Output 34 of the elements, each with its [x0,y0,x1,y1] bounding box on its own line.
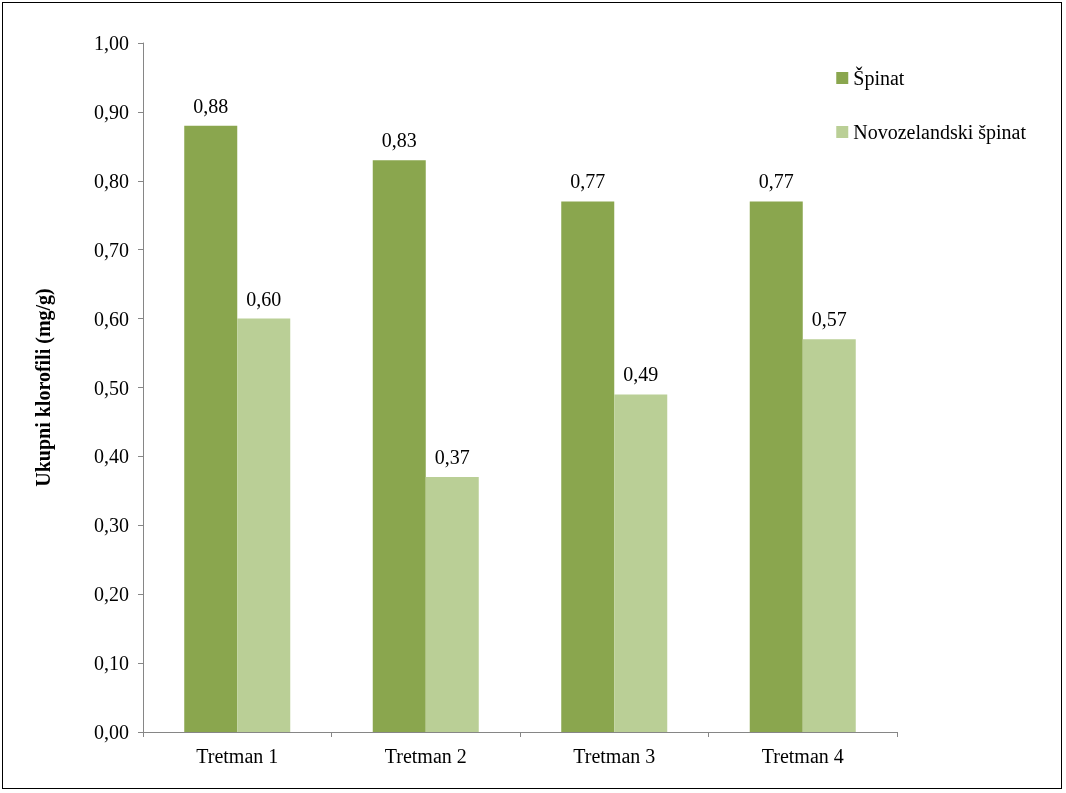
y-tick-label: 1,00 [94,32,129,54]
bar [749,201,803,732]
data-label: 0,60 [246,287,282,310]
x-tick-label: Tretman 1 [196,745,279,767]
y-tick-label: 0,20 [94,583,129,606]
y-tick-label: 0,70 [94,238,129,261]
x-tick-label: Tretman 2 [384,745,467,767]
y-tick-label: 0,90 [94,100,129,123]
bar [802,339,856,732]
data-label: 0,37 [434,446,470,469]
x-tick-label: Tretman 4 [761,745,844,767]
legend-label: Novozelandski špinat [853,121,1027,144]
x-tick-label: Tretman 3 [573,745,656,767]
bar [425,477,479,732]
bar [237,318,291,732]
y-tick-label: 0,40 [94,445,129,468]
data-label: 0,83 [381,129,417,152]
y-tick-label: 0,50 [94,376,129,399]
y-tick-label: 0,10 [94,652,129,675]
y-tick-label: 0,60 [94,307,129,330]
bar [561,201,615,732]
y-tick-label: 0,80 [94,169,129,192]
data-label: 0,57 [811,308,847,331]
bar [184,125,238,732]
bar [372,160,426,732]
bar [614,394,668,732]
legend-label: Špinat [853,66,905,90]
data-label: 0,77 [570,170,606,193]
data-label: 0,88 [193,94,229,117]
y-tick-label: 0,30 [94,514,129,537]
y-tick-label: 0,00 [94,721,129,743]
data-label: 0,49 [623,363,659,386]
y-axis-title: Ukupni klorofili (mg/g) [32,288,55,487]
data-label: 0,77 [758,170,794,193]
